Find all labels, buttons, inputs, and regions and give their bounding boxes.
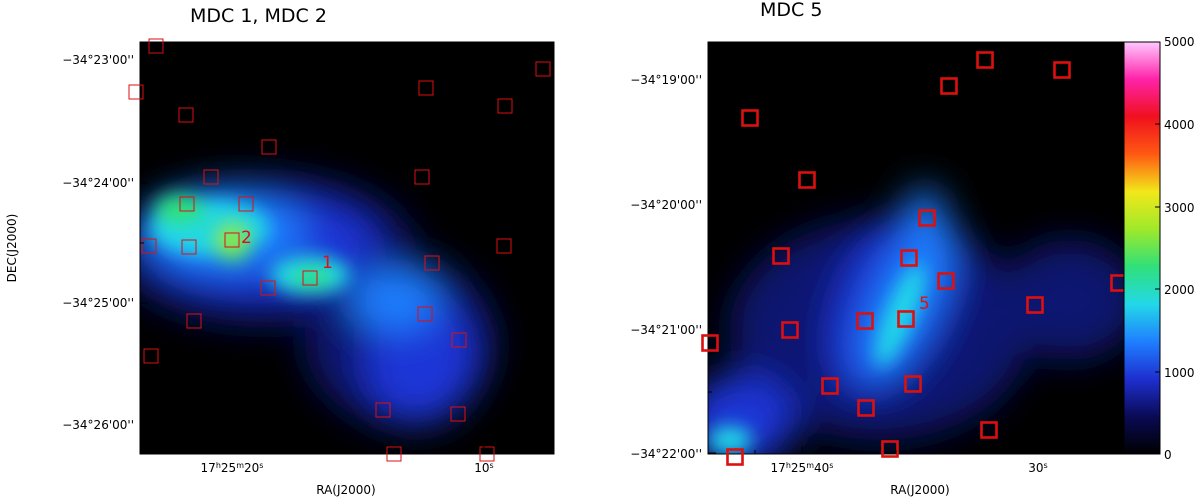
source-marker	[980, 421, 998, 439]
source-marker	[535, 61, 551, 77]
source-marker	[856, 312, 874, 330]
source-marker	[497, 98, 513, 114]
source-marker	[881, 440, 899, 458]
source-marker	[178, 107, 194, 123]
source-marker	[418, 80, 434, 96]
source-marker	[186, 313, 202, 329]
marker-layer	[128, 38, 551, 462]
source-marker	[937, 272, 955, 290]
source-marker	[479, 446, 495, 462]
source-marker	[701, 334, 719, 352]
source-marker	[726, 448, 744, 466]
y-tick-label: −34°26'00''	[62, 418, 134, 432]
colorbar-tick-label: 0	[1164, 448, 1172, 462]
source-marker	[976, 51, 994, 69]
source-marker	[302, 270, 318, 286]
source-marker	[496, 238, 512, 254]
axis-ticks	[140, 42, 554, 454]
source-marker	[1053, 61, 1071, 79]
x-tick-label: 10s	[474, 461, 493, 476]
x-tick-label: 17h25m20s	[201, 461, 264, 476]
x-tick-label: 17h25m40s	[771, 461, 834, 476]
source-marker	[386, 446, 402, 462]
marker-layer	[701, 51, 1128, 466]
source-marker	[238, 196, 254, 212]
source-marker	[128, 84, 144, 100]
colorbar-tick-label: 2000	[1164, 283, 1195, 297]
source-marker	[451, 332, 467, 348]
source-marker	[821, 377, 839, 395]
source-label-1: 1	[322, 253, 333, 273]
x-axis-label: RA(J2000)	[316, 483, 376, 497]
source-label-5: 5	[919, 294, 930, 314]
source-marker	[424, 255, 440, 271]
colorbar-tick-label: 3000	[1164, 201, 1195, 215]
y-tick-label: −34°22'00''	[630, 447, 702, 461]
source-marker	[900, 249, 918, 267]
intensity-map	[708, 42, 1124, 454]
source-marker	[143, 348, 159, 364]
y-tick-label: −34°24'00''	[62, 176, 134, 190]
y-tick-label: −34°20'00''	[630, 198, 702, 212]
source-marker	[741, 109, 759, 127]
y-axis-label: DEC(J2000)	[5, 214, 19, 283]
source-marker	[260, 280, 276, 296]
source-marker	[417, 306, 433, 322]
intensity-map	[140, 42, 554, 454]
x-tick-label: 30s	[1028, 461, 1047, 476]
y-tick-label: −34°21'00''	[630, 323, 702, 337]
source-marker	[261, 139, 277, 155]
panel-title: MDC 1, MDC 2	[190, 5, 327, 27]
source-marker	[148, 38, 164, 54]
panel-mdc-1-2: MDC 1, MDC 2 1 2	[5, 5, 555, 497]
panel-mdc-5: MDC 5 5	[630, 0, 1128, 497]
source-marker	[772, 247, 790, 265]
source-marker	[918, 209, 936, 227]
source-marker	[857, 399, 875, 417]
source-marker	[897, 310, 915, 328]
y-tick-label: −34°23'00''	[62, 53, 134, 67]
source-marker	[224, 232, 240, 248]
source-marker	[141, 238, 157, 254]
source-marker	[375, 402, 391, 418]
axis-ticks	[708, 42, 1086, 454]
colorbar-tick-label: 5000	[1164, 35, 1195, 49]
source-marker	[179, 196, 195, 212]
colorbar-tick-label: 4000	[1164, 118, 1195, 132]
source-label-2: 2	[241, 228, 252, 248]
colorbar-ramp	[1124, 42, 1160, 454]
source-marker	[781, 321, 799, 339]
source-marker	[181, 239, 197, 255]
source-marker	[1026, 296, 1044, 314]
colorbar-frame	[1123, 41, 1161, 455]
source-marker	[940, 77, 958, 95]
y-tick-label: −34°25'00''	[62, 296, 134, 310]
source-marker	[203, 169, 219, 185]
source-marker	[798, 171, 816, 189]
x-axis-label: RA(J2000)	[890, 483, 950, 497]
plot-frame	[139, 41, 555, 455]
source-marker	[414, 169, 430, 185]
source-marker	[450, 406, 466, 422]
source-marker	[904, 375, 922, 393]
colorbar-tick-label: 1000	[1164, 366, 1195, 380]
colorbar: 5000 4000 3000 2000 1000 0	[1123, 35, 1195, 462]
y-tick-label: −34°19'00''	[630, 73, 702, 87]
panel-title: MDC 5	[760, 0, 822, 21]
